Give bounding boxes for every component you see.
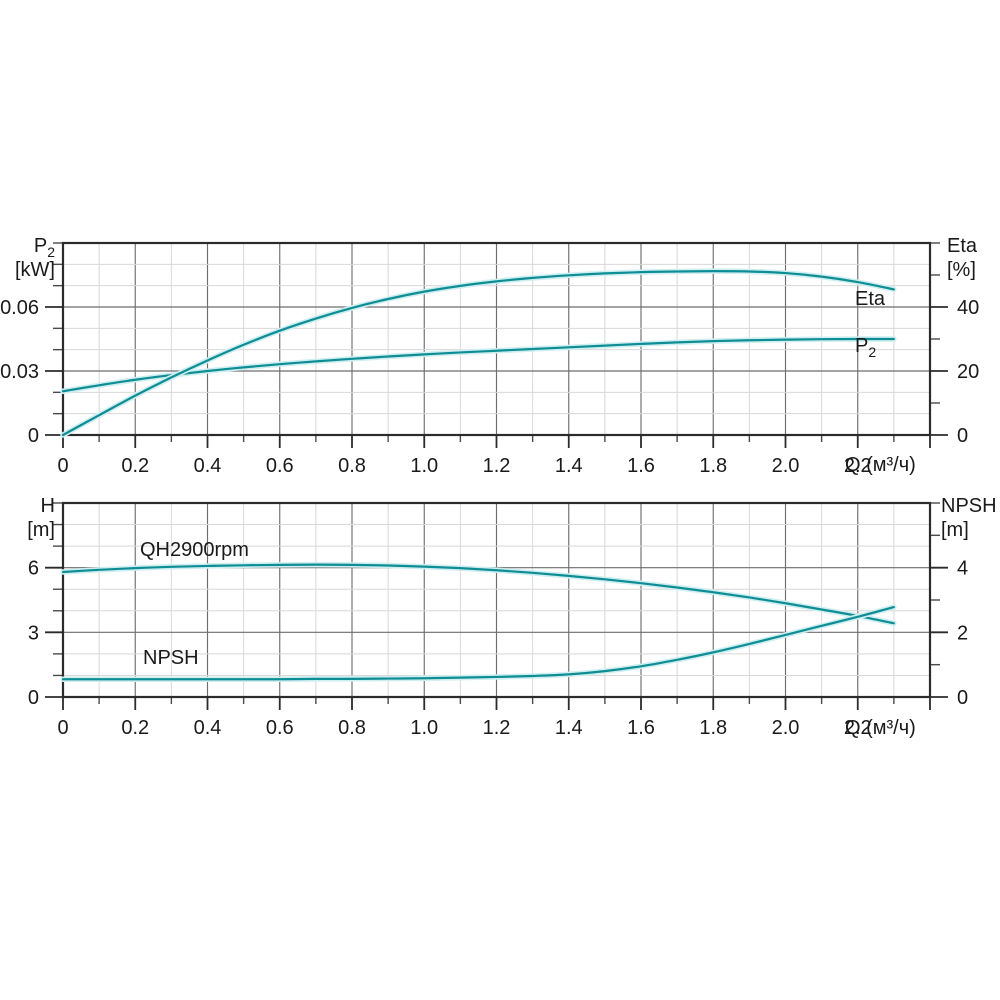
x-axis-label-bottom: Q (м³/ч)	[845, 717, 916, 739]
x-tick-label: 1.8	[699, 455, 727, 477]
x-tick-label: 0.2	[121, 455, 149, 477]
left-axis-tick-labels-top: 0.06 0.03 0	[0, 297, 39, 447]
y-tick-label: 3	[28, 622, 39, 644]
x-tick-label: 0.8	[338, 717, 366, 739]
y-tick-label: 0.03	[0, 361, 39, 383]
x-tick-label: 1.4	[555, 455, 583, 477]
chart-head-npsh-svg: H [m] NPSH [m] 6 3 0 4 2 0 0 0.2 0.4 0.6 0.8 1.0 1…	[27, 495, 997, 739]
curve-label-p2: P2	[855, 335, 876, 360]
left-axis-tick-labels-bottom: 6 3 0	[28, 558, 39, 709]
y-tick-label: 0	[28, 687, 39, 709]
x-tick-label: 1.0	[410, 717, 438, 739]
y2-tick-label: 4	[957, 558, 968, 580]
x-axis-tick-labels-top: 0 0.2 0.4 0.6 0.8 1.0 1.2 1.4 1.6 1.8 2.0 2.2	[57, 455, 871, 477]
curve-halo-p2	[60, 336, 897, 395]
right-axis-tick-labels-bottom: 4 2 0	[957, 558, 968, 709]
y2-tick-label: 2	[957, 622, 968, 644]
x-tick-label: 2.2	[844, 717, 872, 739]
x-tick-label: 0.8	[338, 455, 366, 477]
curve-qh2900rpm	[61, 563, 895, 625]
y2-tick-label: 40	[957, 297, 979, 319]
y2-tick-label: 0	[957, 425, 968, 447]
y-tick-label: 0	[28, 425, 39, 447]
x-axis-tick-labels-bottom: 0 0.2 0.4 0.6 0.8 1.0 1.2 1.4 1.6 1.8 2.0 2.2	[57, 717, 871, 739]
gridlines-top	[62, 242, 931, 436]
left-axis-title-top: P2	[34, 235, 55, 260]
right-axis-title-top: Eta	[947, 235, 978, 257]
y2-tick-label: 20	[957, 361, 979, 383]
right-axis-tick-labels-top: 40 20 0	[957, 297, 979, 447]
x-tick-label: 0.6	[266, 455, 294, 477]
curve-label-npsh: NPSH	[143, 647, 199, 669]
x-tick-label: 2.2	[844, 455, 872, 477]
right-axis-unit-top: [%]	[947, 259, 976, 281]
x-tick-label: 1.6	[627, 455, 655, 477]
curve-label-eta: Eta	[855, 288, 886, 310]
curve-npsh	[61, 606, 895, 681]
x-tick-label: 1.8	[699, 717, 727, 739]
x-tick-label: 0.4	[194, 717, 222, 739]
axis-ticks-top	[45, 242, 948, 448]
right-axis-title-bottom: NPSH	[941, 495, 997, 517]
chart-power-efficiency: P2 [kW] Eta [%] 0.06 0.03 0 40 20 0 0 0.2 0.4 0…	[0, 230, 1000, 490]
x-axis-label-top: Q (м³/ч)	[845, 454, 916, 476]
curve-label-qh2900rpm: QH2900rpm	[140, 539, 249, 561]
chart-head-npsh: H [m] NPSH [m] 6 3 0 4 2 0 0 0.2 0.4 0.6 0.8 1.0 1…	[0, 492, 1000, 752]
right-axis-unit-bottom: [m]	[941, 519, 969, 541]
y-tick-label: 0.06	[0, 297, 39, 319]
x-tick-label: 0	[57, 717, 68, 739]
left-axis-unit-top: [kW]	[15, 259, 55, 281]
curve-p2	[61, 337, 895, 393]
x-tick-label: 1.2	[483, 455, 511, 477]
x-tick-label: 0	[57, 455, 68, 477]
x-tick-label: 2.0	[772, 455, 800, 477]
left-axis-title-bottom: H	[41, 495, 55, 517]
x-tick-label: 2.0	[772, 717, 800, 739]
left-axis-unit-bottom: [m]	[27, 519, 55, 541]
axis-ticks-bottom	[45, 502, 948, 710]
plot-frame-top	[61, 241, 932, 437]
x-tick-label: 1.4	[555, 717, 583, 739]
curve-eta	[61, 270, 895, 437]
curves-bottom	[60, 561, 897, 682]
x-tick-label: 1.6	[627, 717, 655, 739]
x-tick-label: 1.0	[410, 455, 438, 477]
plot-frame-bottom	[61, 501, 932, 699]
x-tick-label: 0.6	[266, 717, 294, 739]
y2-tick-label: 0	[957, 687, 968, 709]
curves-top	[60, 268, 897, 438]
curve-halo-qh2900rpm	[60, 561, 897, 627]
x-tick-label: 0.2	[121, 717, 149, 739]
y-tick-label: 6	[28, 558, 39, 580]
x-tick-label: 0.4	[194, 455, 222, 477]
x-tick-label: 1.2	[483, 717, 511, 739]
